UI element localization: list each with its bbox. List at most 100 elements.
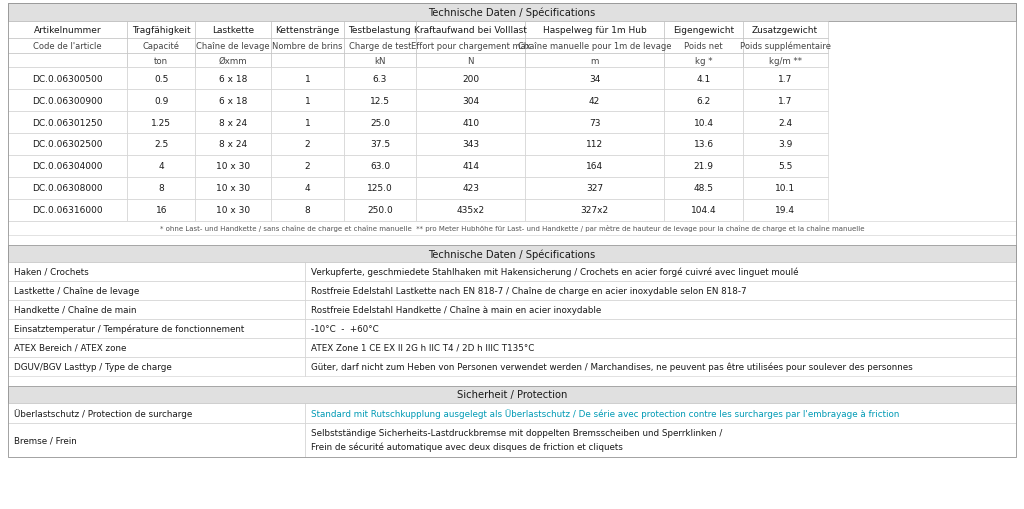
Bar: [127, 200, 196, 221]
Bar: [271, 112, 344, 134]
Bar: [416, 200, 525, 221]
Bar: [525, 68, 665, 90]
Bar: [742, 39, 827, 54]
Bar: [416, 22, 525, 39]
Bar: [271, 68, 344, 90]
Text: m: m: [591, 56, 599, 65]
Bar: [127, 90, 196, 112]
Text: ATEX Zone 1 CE EX II 2G h IIC T4 / 2D h IIIC T135°C: ATEX Zone 1 CE EX II 2G h IIC T4 / 2D h …: [311, 344, 535, 352]
Text: Kettenstränge: Kettenstränge: [275, 26, 340, 35]
Bar: [665, 134, 742, 156]
Text: 16: 16: [156, 206, 167, 215]
Bar: [271, 54, 344, 68]
Bar: [742, 200, 827, 221]
Bar: [416, 68, 525, 90]
Bar: [305, 319, 1016, 338]
Bar: [525, 112, 665, 134]
Bar: [525, 134, 665, 156]
Text: 3.9: 3.9: [778, 140, 793, 149]
Bar: [8, 178, 127, 200]
Text: 42: 42: [589, 96, 600, 105]
Bar: [344, 68, 416, 90]
Bar: [127, 22, 196, 39]
Text: kg *: kg *: [694, 56, 713, 65]
Bar: [525, 90, 665, 112]
Bar: [8, 22, 127, 39]
Text: DGUV/BGV Lasttyp / Type de charge: DGUV/BGV Lasttyp / Type de charge: [14, 362, 172, 371]
Bar: [8, 68, 127, 90]
Text: DC.0.06301250: DC.0.06301250: [32, 118, 102, 127]
Bar: [8, 245, 1016, 263]
Bar: [8, 403, 305, 423]
Text: 8: 8: [304, 206, 310, 215]
Bar: [344, 39, 416, 54]
Bar: [271, 178, 344, 200]
Bar: [305, 263, 1016, 281]
Bar: [665, 68, 742, 90]
Text: Poids net: Poids net: [684, 42, 723, 51]
Bar: [742, 178, 827, 200]
Text: ATEX Bereich / ATEX zone: ATEX Bereich / ATEX zone: [14, 344, 126, 352]
Text: Artikelnummer: Artikelnummer: [34, 26, 101, 35]
Text: 414: 414: [462, 162, 479, 171]
Bar: [305, 338, 1016, 357]
Bar: [344, 134, 416, 156]
Bar: [305, 423, 1016, 457]
Text: 63.0: 63.0: [370, 162, 390, 171]
Text: 164: 164: [586, 162, 603, 171]
Bar: [525, 39, 665, 54]
Bar: [196, 68, 271, 90]
Text: kg/m **: kg/m **: [769, 56, 802, 65]
Text: 0.9: 0.9: [154, 96, 168, 105]
Text: Güter, darf nicht zum Heben von Personen verwendet werden / Marchandises, ne peu: Güter, darf nicht zum Heben von Personen…: [311, 362, 913, 372]
Text: 10 x 30: 10 x 30: [216, 184, 250, 193]
Bar: [196, 178, 271, 200]
Text: 6.2: 6.2: [696, 96, 711, 105]
Text: 8 x 24: 8 x 24: [219, 140, 248, 149]
Text: ton: ton: [155, 56, 168, 65]
Text: DC.0.06302500: DC.0.06302500: [32, 140, 102, 149]
Text: 4: 4: [159, 162, 164, 171]
Bar: [8, 200, 127, 221]
Text: -10°C  -  +60°C: -10°C - +60°C: [311, 324, 379, 333]
Bar: [271, 90, 344, 112]
Text: 200: 200: [462, 74, 479, 83]
Bar: [416, 178, 525, 200]
Text: 0.5: 0.5: [154, 74, 168, 83]
Bar: [8, 338, 305, 357]
Bar: [8, 221, 1016, 236]
Text: Tragfähigkeit: Tragfähigkeit: [132, 26, 190, 35]
Text: 125.0: 125.0: [367, 184, 393, 193]
Text: 25.0: 25.0: [370, 118, 390, 127]
Bar: [344, 90, 416, 112]
Text: 1: 1: [304, 118, 310, 127]
Text: 304: 304: [462, 96, 479, 105]
Text: Kraftaufwand bei Volllast: Kraftaufwand bei Volllast: [415, 26, 527, 35]
Text: kN: kN: [374, 56, 386, 65]
Bar: [305, 403, 1016, 423]
Text: 34: 34: [589, 74, 600, 83]
Text: Chaîne de levage: Chaîne de levage: [197, 42, 270, 51]
Bar: [127, 39, 196, 54]
Bar: [742, 22, 827, 39]
Text: Handkette / Chaîne de main: Handkette / Chaîne de main: [14, 305, 136, 315]
Text: Haspelweg für 1m Hub: Haspelweg für 1m Hub: [543, 26, 646, 35]
Text: DC.0.06300500: DC.0.06300500: [32, 74, 102, 83]
Bar: [742, 134, 827, 156]
Bar: [665, 178, 742, 200]
Bar: [416, 112, 525, 134]
Text: 10.1: 10.1: [775, 184, 796, 193]
Bar: [525, 156, 665, 178]
Text: Haken / Crochets: Haken / Crochets: [14, 267, 89, 276]
Bar: [127, 134, 196, 156]
Bar: [742, 156, 827, 178]
Bar: [525, 178, 665, 200]
Bar: [344, 178, 416, 200]
Text: Zusatzgewicht: Zusatzgewicht: [752, 26, 818, 35]
Text: 250.0: 250.0: [367, 206, 393, 215]
Text: 13.6: 13.6: [693, 140, 714, 149]
Bar: [196, 90, 271, 112]
Text: Lastkette / Chaîne de levage: Lastkette / Chaîne de levage: [14, 287, 139, 295]
Bar: [8, 386, 1016, 403]
Bar: [8, 4, 1016, 22]
